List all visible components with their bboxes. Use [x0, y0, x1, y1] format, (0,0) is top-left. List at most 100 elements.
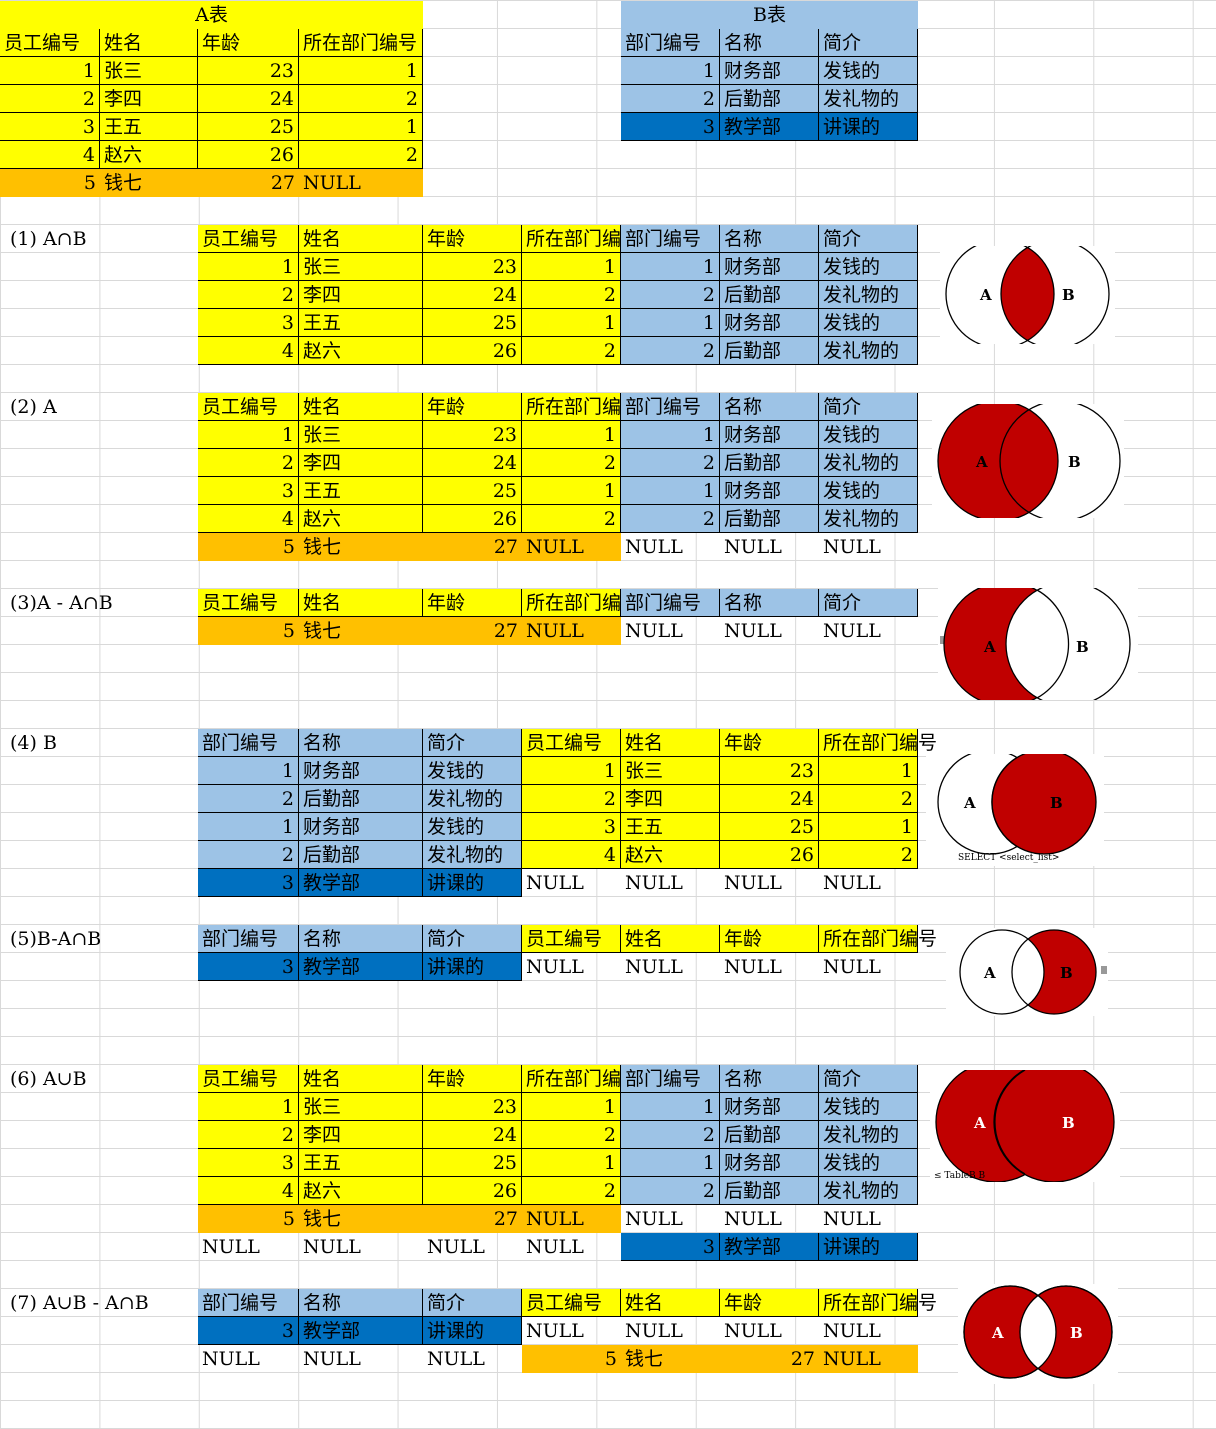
header-cell[interactable]: 年龄 [423, 589, 522, 617]
cell[interactable]: 财务部 [720, 421, 819, 449]
null-cell[interactable]: NULL [625, 536, 683, 558]
cell[interactable]: 赵六 [621, 841, 720, 869]
null-cell[interactable]: NULL [526, 1236, 584, 1258]
header-cell[interactable]: 部门编号 [621, 589, 720, 617]
cell[interactable]: 3 [198, 309, 299, 337]
header-cell[interactable]: 员工编号 [0, 29, 100, 57]
header-cell[interactable]: 部门编号 [198, 925, 299, 953]
cell[interactable]: 财务部 [299, 757, 423, 785]
cell[interactable]: 1 [621, 57, 720, 85]
cell[interactable]: NULL [819, 1345, 918, 1373]
header-cell[interactable]: 所在部门编号 [819, 1289, 937, 1317]
cell[interactable]: 1 [0, 57, 100, 85]
cell[interactable]: 教学部 [299, 953, 423, 981]
header-cell[interactable]: 所在部门编号 [819, 925, 937, 953]
cell[interactable]: 李四 [299, 449, 423, 477]
cell[interactable]: 2 [621, 337, 720, 365]
cell[interactable]: 李四 [299, 1121, 423, 1149]
cell[interactable]: 财务部 [720, 253, 819, 281]
cell[interactable]: 1 [198, 813, 299, 841]
cell[interactable]: 26 [423, 1177, 522, 1205]
cell[interactable]: 1 [198, 253, 299, 281]
cell[interactable]: 1 [522, 421, 621, 449]
cell[interactable]: 讲课的 [423, 953, 522, 981]
cell[interactable]: 发礼物的 [819, 505, 918, 533]
cell[interactable]: 25 [720, 813, 819, 841]
cell[interactable]: 1 [621, 309, 720, 337]
header-cell[interactable]: 部门编号 [621, 29, 720, 57]
cell[interactable]: 后勤部 [299, 841, 423, 869]
cell[interactable]: 4 [198, 1177, 299, 1205]
cell[interactable]: 27 [423, 533, 522, 561]
cell[interactable]: 1 [522, 253, 621, 281]
cell[interactable]: 讲课的 [819, 1233, 918, 1261]
cell[interactable]: 4 [198, 505, 299, 533]
header-cell[interactable]: 年龄 [423, 1065, 522, 1093]
cell[interactable]: 后勤部 [299, 785, 423, 813]
cell[interactable]: 1 [621, 421, 720, 449]
cell[interactable]: 2 [522, 785, 621, 813]
cell[interactable]: 27 [198, 169, 299, 197]
header-cell[interactable]: 简介 [423, 1289, 522, 1317]
cell[interactable]: 5 [198, 533, 299, 561]
cell[interactable]: 发礼物的 [819, 1177, 918, 1205]
cell[interactable]: 李四 [621, 785, 720, 813]
header-cell[interactable]: 所在部门编号 [522, 225, 640, 253]
cell[interactable]: 26 [720, 841, 819, 869]
cell[interactable]: 3 [198, 869, 299, 897]
header-cell[interactable]: 名称 [720, 29, 819, 57]
header-cell[interactable]: 员工编号 [522, 1289, 621, 1317]
cell[interactable]: 1 [621, 1093, 720, 1121]
null-cell[interactable]: NULL [526, 1320, 584, 1342]
header-cell[interactable]: 名称 [299, 925, 423, 953]
cell[interactable]: 钱七 [299, 617, 423, 645]
null-cell[interactable]: NULL [724, 1208, 782, 1230]
cell[interactable]: 讲课的 [423, 1317, 522, 1345]
cell[interactable]: 钱七 [621, 1345, 720, 1373]
cell[interactable]: 教学部 [299, 869, 423, 897]
cell[interactable]: 2 [621, 505, 720, 533]
cell[interactable]: 1 [299, 113, 423, 141]
cell[interactable]: 3 [621, 1233, 720, 1261]
header-cell[interactable]: 员工编号 [198, 393, 299, 421]
header-cell[interactable]: 姓名 [299, 1065, 423, 1093]
cell[interactable]: 财务部 [720, 1149, 819, 1177]
cell[interactable]: 发礼物的 [423, 841, 522, 869]
cell[interactable]: 王五 [299, 1149, 423, 1177]
header-cell[interactable]: 年龄 [198, 29, 299, 57]
null-cell[interactable]: NULL [823, 620, 881, 642]
null-cell[interactable]: NULL [724, 956, 782, 978]
cell[interactable]: 财务部 [720, 57, 819, 85]
cell[interactable]: 王五 [100, 113, 198, 141]
cell[interactable]: 2 [621, 85, 720, 113]
cell[interactable]: 24 [423, 449, 522, 477]
header-cell[interactable]: 所在部门编号 [522, 1065, 640, 1093]
header-cell[interactable]: 姓名 [299, 393, 423, 421]
cell[interactable]: 25 [423, 477, 522, 505]
null-cell[interactable]: NULL [427, 1348, 485, 1370]
cell[interactable]: 后勤部 [720, 505, 819, 533]
cell[interactable]: 1 [621, 253, 720, 281]
cell[interactable]: 后勤部 [720, 337, 819, 365]
cell[interactable]: 24 [720, 785, 819, 813]
header-cell[interactable]: 员工编号 [198, 589, 299, 617]
cell[interactable]: 3 [0, 113, 100, 141]
cell[interactable]: 1 [299, 57, 423, 85]
null-cell[interactable]: NULL [724, 536, 782, 558]
header-cell[interactable]: 部门编号 [198, 729, 299, 757]
cell[interactable]: 1 [522, 309, 621, 337]
header-cell[interactable]: 所在部门编号 [299, 29, 423, 57]
cell[interactable]: 发礼物的 [819, 85, 918, 113]
header-cell[interactable]: 姓名 [621, 729, 720, 757]
cell[interactable]: 发礼物的 [819, 449, 918, 477]
cell[interactable]: 后勤部 [720, 449, 819, 477]
cell[interactable]: 1 [819, 813, 918, 841]
cell[interactable]: 李四 [100, 85, 198, 113]
header-cell[interactable]: 员工编号 [522, 729, 621, 757]
cell[interactable]: 5 [522, 1345, 621, 1373]
cell[interactable]: 王五 [299, 309, 423, 337]
null-cell[interactable]: NULL [625, 1320, 683, 1342]
cell[interactable]: 赵六 [100, 141, 198, 169]
header-cell[interactable]: 简介 [819, 29, 918, 57]
cell[interactable]: 24 [423, 281, 522, 309]
